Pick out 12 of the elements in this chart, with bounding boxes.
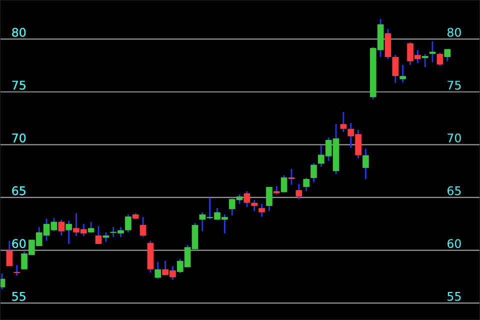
- y2-tick-label: 65: [447, 186, 461, 196]
- y-tick-label: 70: [12, 133, 26, 142]
- y2-tick-label: 70: [448, 133, 461, 142]
- y2-tick-label: 80: [447, 28, 461, 37]
- y2-tick-label: 55: [448, 292, 461, 301]
- y-tick-label: 80: [12, 28, 26, 37]
- y-tick-label: 75: [12, 80, 26, 90]
- y-tick-label: 60: [12, 239, 26, 248]
- y2-tick-label: 60: [447, 239, 461, 248]
- y-tick-label: 55: [12, 292, 26, 301]
- y2-tick-label: 75: [448, 80, 461, 90]
- y-tick-label: 65: [12, 186, 26, 196]
